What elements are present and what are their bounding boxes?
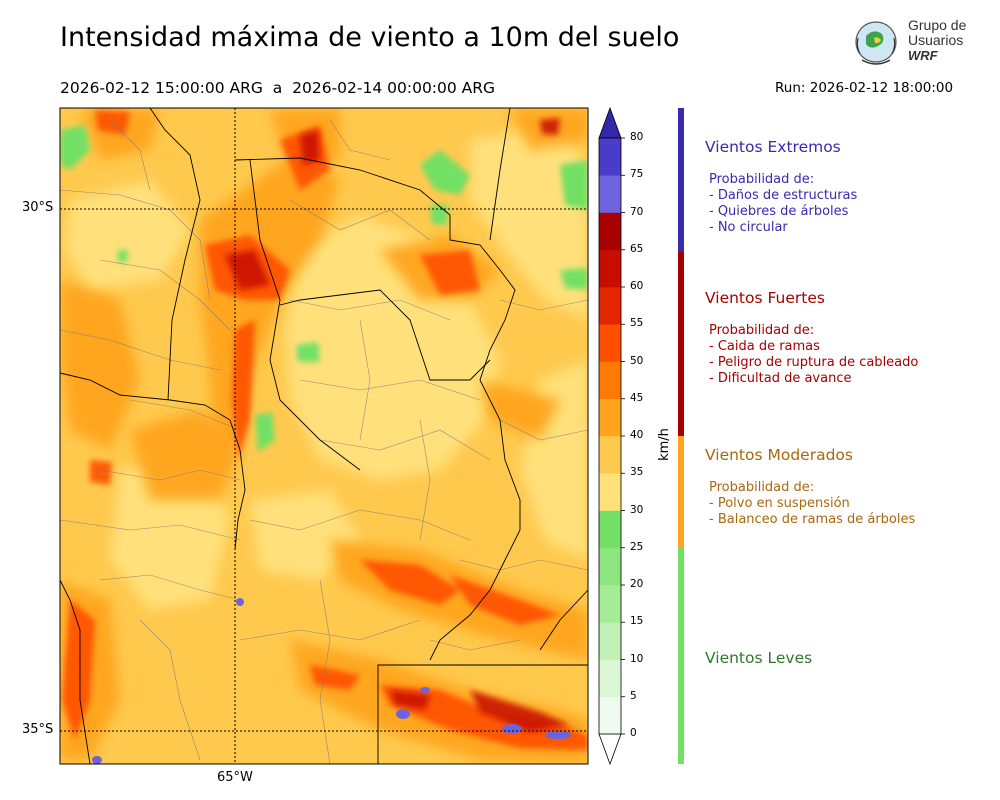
category-line: Probabilidad de: xyxy=(709,172,815,187)
colorbar-segment xyxy=(599,175,621,213)
colorbar-segment xyxy=(599,249,621,288)
category-line: - Daños de estructuras xyxy=(709,188,858,203)
category-leves: Vientos Leves xyxy=(705,649,812,667)
colorbar-segment xyxy=(599,287,621,325)
lat-tick-30s: 30°S xyxy=(22,200,54,215)
category-name: Vientos Extremos xyxy=(705,138,841,156)
grupo-usuarios-wrf-logo: Grupo de Usuarios WRF xyxy=(848,16,978,72)
colorbar-tick-label: 75 xyxy=(630,168,644,181)
category-name: Vientos Moderados xyxy=(705,446,853,464)
logo-line-2: Usuarios xyxy=(908,32,964,48)
colorbar-tick-label: 50 xyxy=(630,354,644,367)
colorbar-segment xyxy=(599,473,621,511)
colorbar-segment xyxy=(599,138,621,176)
category-extremos: Vientos Extremos Probabilidad de: - Daño… xyxy=(705,138,857,236)
colorbar-segment xyxy=(599,547,621,586)
lat-tick-35s: 35°S xyxy=(22,722,54,737)
colorbar-tick-label: 70 xyxy=(630,205,644,218)
colorbar-segment xyxy=(599,696,621,735)
wind-field-map xyxy=(60,108,588,764)
globe-icon xyxy=(855,21,897,65)
category-line: - Peligro de ruptura de cableado xyxy=(709,355,919,370)
colorbar-tick-label: 30 xyxy=(630,503,644,516)
map-frame xyxy=(59,107,589,765)
category-line: - Dificultad de avance xyxy=(709,371,852,386)
colorbar-tick-label: 40 xyxy=(630,429,644,441)
colorbar-over-triangle xyxy=(598,106,622,139)
category-line: Probabilidad de: xyxy=(709,480,815,495)
category-line: - Polvo en suspensión xyxy=(709,496,850,511)
colorbar-segment xyxy=(599,622,621,660)
colorbar-segment xyxy=(599,361,621,400)
colorbar-segment xyxy=(599,585,621,623)
category-line: - Quiebres de árboles xyxy=(709,204,849,219)
colorbar-tick-label: 5 xyxy=(630,689,637,702)
logo-line-3: WRF xyxy=(908,48,938,63)
colorbar-segment xyxy=(599,436,621,474)
category-line: - Caida de ramas xyxy=(709,339,820,354)
colorbar-tick-label: 45 xyxy=(630,391,644,404)
logo-line-1: Grupo de xyxy=(908,17,967,33)
date-range: 2026-02-12 15:00:00 ARG a 2026-02-14 00:… xyxy=(60,79,496,97)
colorbar-tick-label: 35 xyxy=(630,466,644,479)
colorbar-segment xyxy=(599,510,621,549)
colorbar-tick-label: 25 xyxy=(630,540,644,553)
colorbar-tick-label: 55 xyxy=(630,317,644,330)
colorbar-tick-label: 0 xyxy=(630,727,637,739)
colorbar-tick-label: 80 xyxy=(630,131,644,143)
colorbar-tick-label: 20 xyxy=(630,578,644,590)
colorbar-segment xyxy=(599,398,621,437)
category-name: Vientos Leves xyxy=(705,649,813,667)
colorbar-under-triangle xyxy=(598,733,622,766)
category-fuertes: Vientos Fuertes Probabilidad de: - Caida… xyxy=(705,289,918,387)
colorbar-segment xyxy=(599,212,621,251)
colorbar xyxy=(598,106,625,766)
colorbar-segment xyxy=(599,324,621,362)
run-timestamp: Run: 2026-02-12 18:00:00 xyxy=(775,80,954,96)
lon-tick-65w: 65°W xyxy=(217,770,253,785)
colorbar-tick-label: 10 xyxy=(630,652,644,665)
colorbar-segment xyxy=(599,659,621,698)
colorbar-tick-label: 60 xyxy=(630,280,644,292)
colorbar-unit-label: km/h xyxy=(656,428,672,461)
category-line: Probabilidad de: xyxy=(709,323,815,338)
category-moderados: Vientos Moderados Probabilidad de: - Pol… xyxy=(705,446,915,528)
category-line: - Balanceo de ramas de árboles xyxy=(709,512,916,527)
category-name: Vientos Fuertes xyxy=(705,289,825,307)
colorbar-tick-label: 15 xyxy=(630,615,644,628)
page-title: Intensidad máxima de viento a 10m del su… xyxy=(60,22,680,53)
colorbar-tick-label: 65 xyxy=(630,242,644,255)
category-stripe xyxy=(678,108,684,764)
category-line: - No circular xyxy=(709,220,788,235)
